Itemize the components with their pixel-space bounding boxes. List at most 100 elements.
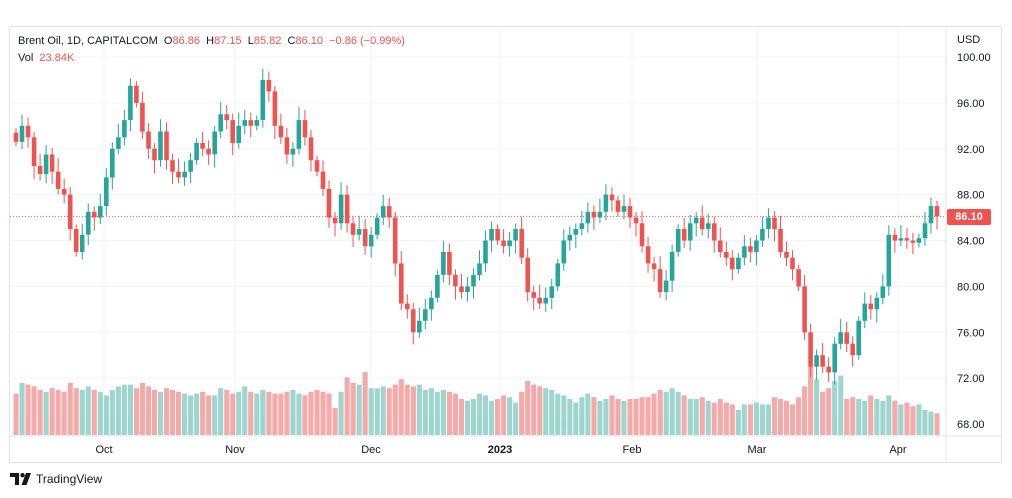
volume-bar [302,395,308,435]
candle-body [338,194,344,224]
candle-body [555,263,561,287]
candle-body [687,223,693,241]
candle-body [748,246,753,252]
volume-bar [164,388,170,435]
volume-bar [681,395,687,435]
candle-body [513,229,518,241]
volume-bar [37,390,43,435]
candle-body [230,120,235,143]
candle-body [693,217,699,224]
candle-body [344,194,350,224]
volume-bar [874,399,880,435]
volume-bar [350,382,356,435]
volume-bar [127,384,133,435]
candle-body [844,332,849,344]
volume-bar [145,386,151,435]
candle-body [423,309,428,321]
volume-legend: Vol 23.84K [18,52,74,64]
y-tick-label: 76.00 [957,327,985,339]
volume-bar [121,384,127,435]
candle-body [314,160,320,172]
volume-bar [61,391,67,435]
candle-body [170,160,175,172]
candle-body [164,131,169,161]
currency-label[interactable]: USD [957,34,981,46]
volume-bar [266,391,272,435]
candle-body [808,332,813,367]
volume-bar [735,409,741,435]
volume-bar [537,386,543,435]
volume-bar [832,381,838,435]
legend-close-value: 86.10 [295,35,323,47]
candle-body [429,297,434,310]
candle-body [802,286,807,333]
volume-bar [591,397,597,435]
volume-bar [242,386,248,435]
y-tick-label: 92.00 [957,144,985,156]
candle-body [417,320,422,333]
volume-bar [759,404,765,435]
candle-body [597,211,603,218]
volume-bar [633,399,639,435]
volume-bar [133,388,139,435]
candle-body [290,148,296,155]
volume-bar [856,399,862,435]
legend-vol-label: Vol [18,52,34,64]
candle-body [405,303,410,310]
candle-body [332,217,338,224]
candle-body [922,223,928,239]
candle-body [898,238,904,241]
candle-body [242,120,248,126]
legend-high-label: H [206,35,215,47]
volume-bar [555,393,561,435]
volume-bar [374,388,380,435]
candle-body [13,132,19,142]
volume-bar [103,395,109,435]
candle-body [392,217,398,264]
candle-body [465,286,470,293]
volume-bar [218,388,224,435]
candle-body [296,120,302,149]
volume-bar [910,406,916,435]
volume-bar [880,400,886,435]
volume-bar [753,402,759,435]
tradingview-brand[interactable]: TradingView [10,472,102,486]
x-tick-label: Apr [889,444,906,456]
volume-bar [176,391,182,435]
volume-bar [784,400,790,435]
x-tick-label: Oct [95,444,112,456]
candle-body [182,171,187,178]
volume-bar [567,399,573,435]
volume-bar [308,391,314,435]
legend-vol-value: 23.84K [39,52,75,64]
volume-bar [796,397,802,435]
candle-body [874,297,880,310]
volume-bar [615,399,621,435]
volume-bar [657,390,663,435]
volume-bar [278,393,284,435]
candle-body [374,217,380,235]
volume-bar [513,402,519,435]
volume-bar [675,391,681,435]
candle-body [435,274,440,298]
candle-body [356,229,362,235]
candle-body [892,234,898,241]
candle-body [573,229,579,235]
candle-body [651,263,657,270]
candle-body [603,194,609,212]
volume-bar [272,393,278,435]
volume-bar [230,393,236,435]
candle-body [43,154,49,174]
volume-bar [483,395,489,435]
volume-bar [284,391,290,435]
candle-body [200,143,205,149]
volume-bar [115,386,121,435]
candle-body [850,343,855,356]
volume-bar [416,384,422,435]
candle-body [639,223,645,247]
volume-bar [802,386,808,435]
candle-body [760,229,765,241]
volume-bar [170,390,176,435]
candle-body [236,125,241,143]
